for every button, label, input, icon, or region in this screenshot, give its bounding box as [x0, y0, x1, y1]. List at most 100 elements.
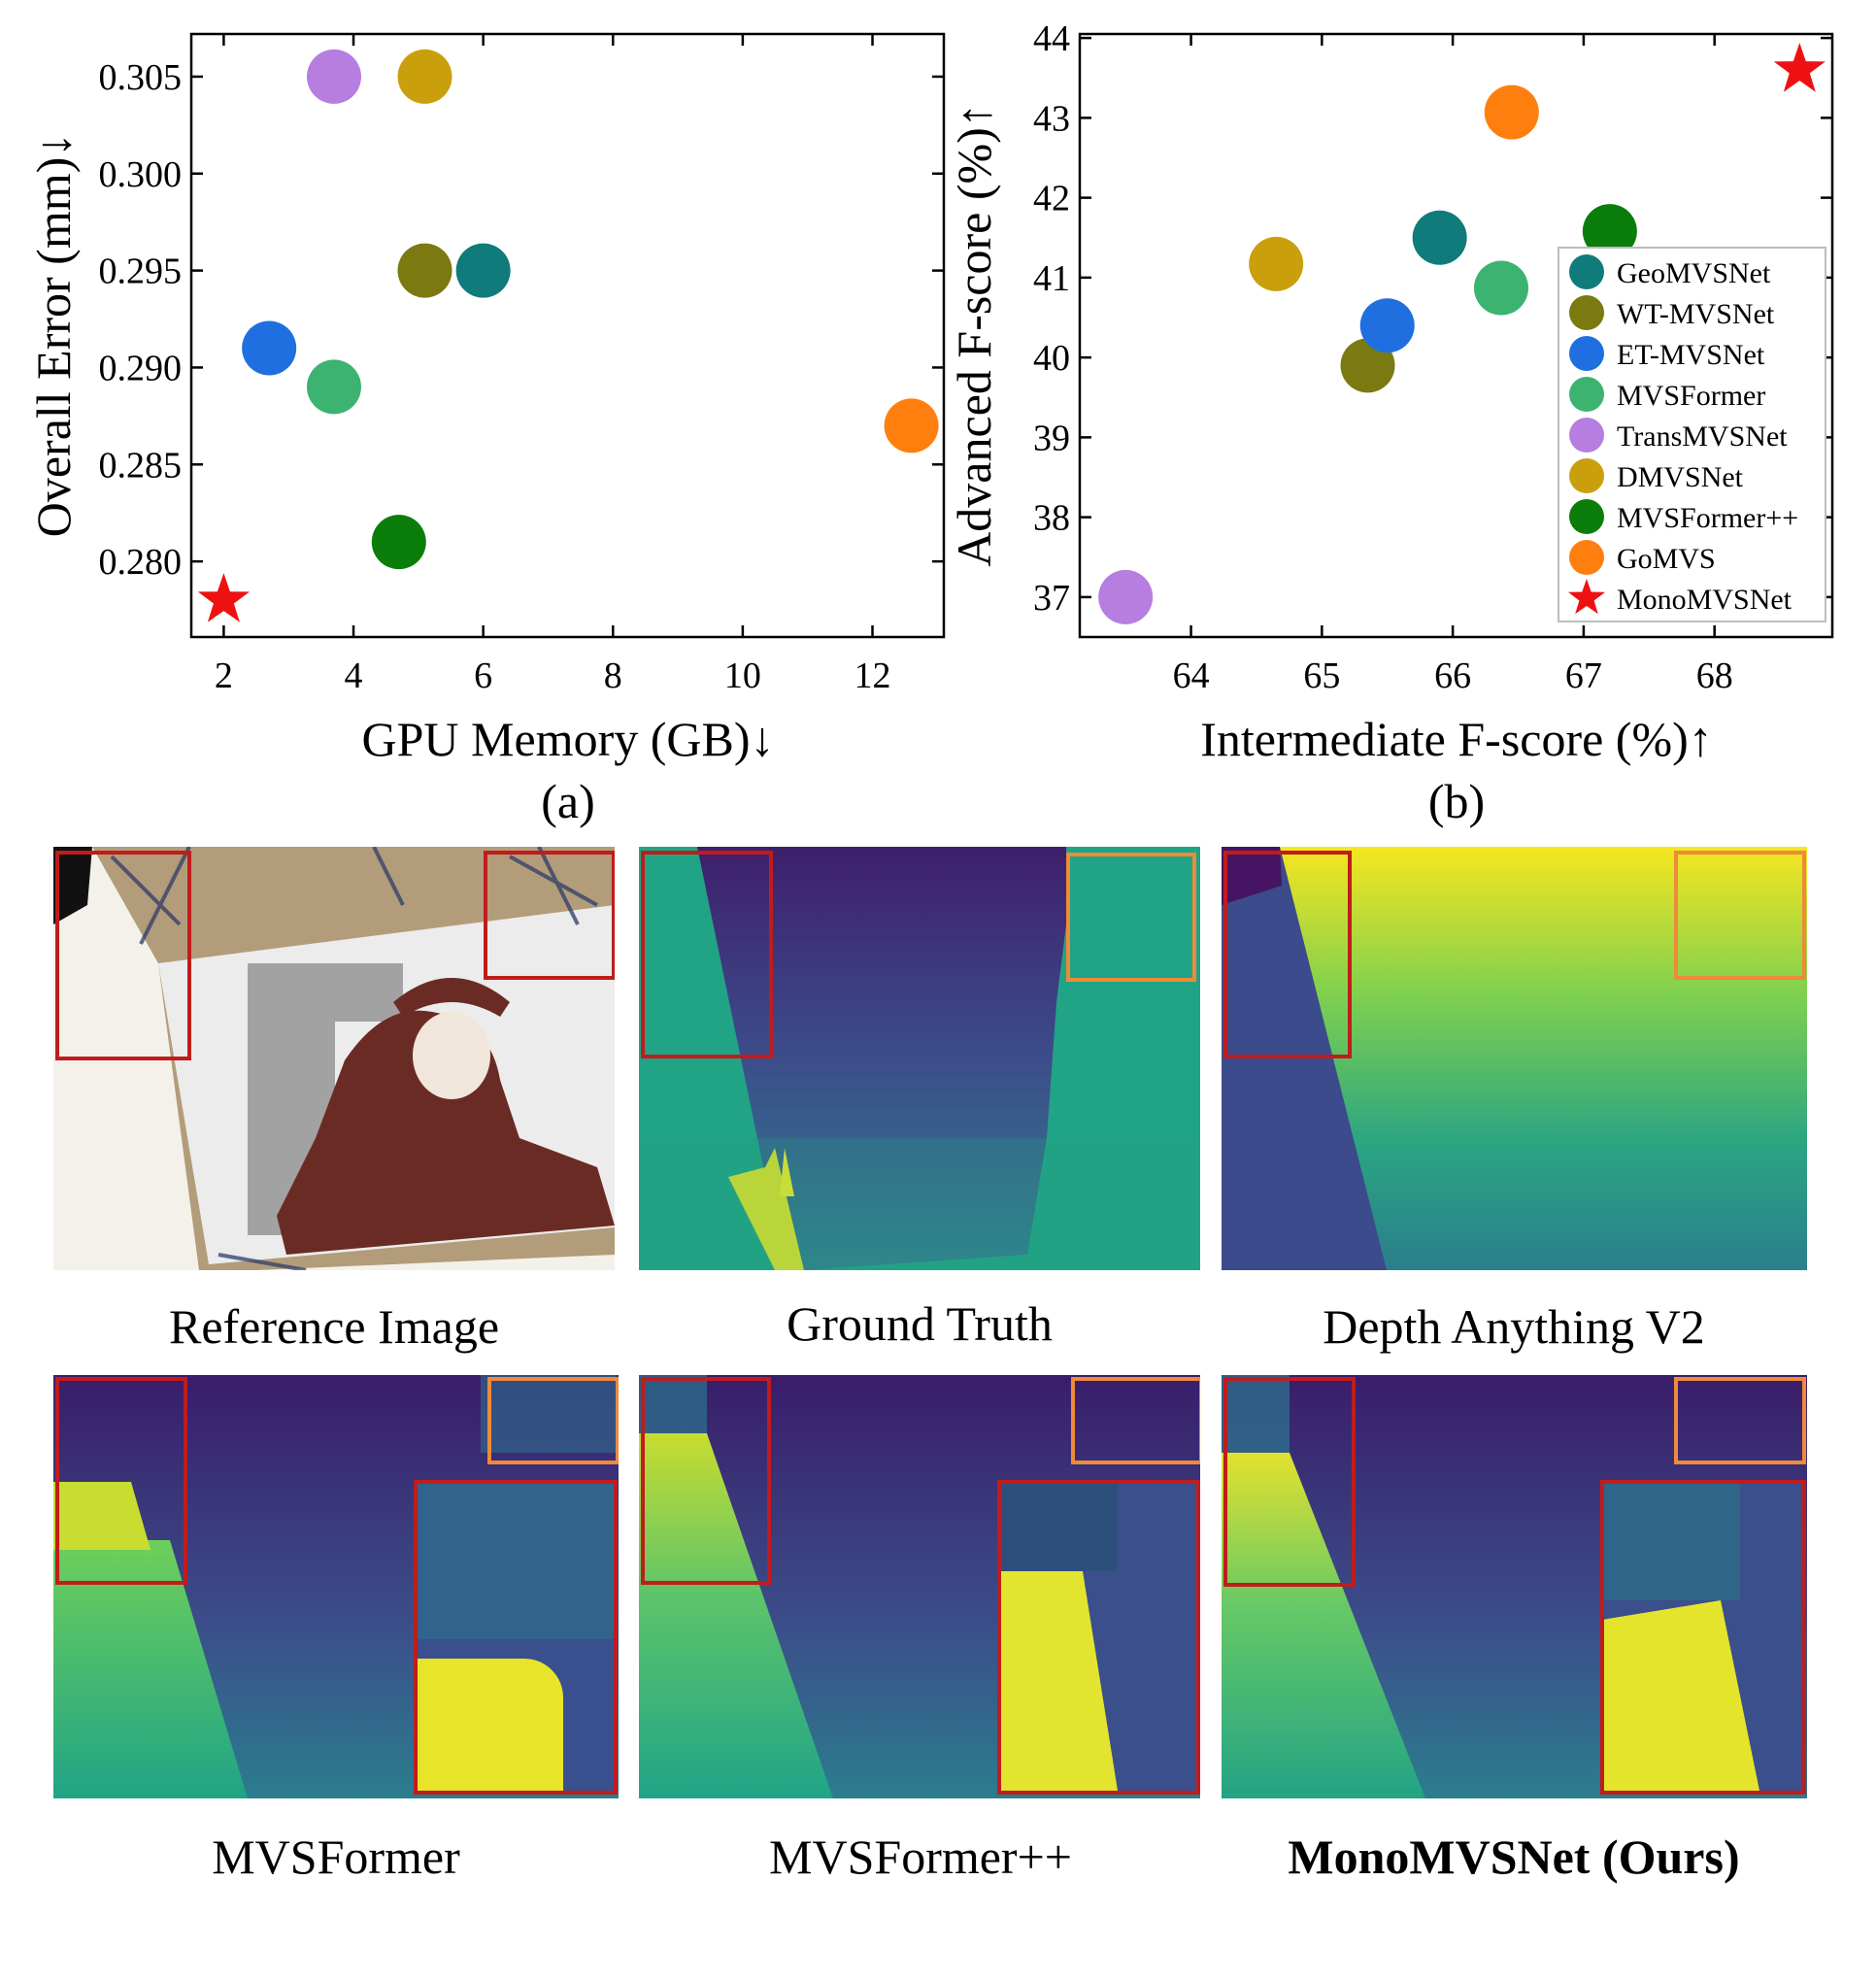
x-tick-label: 66: [1434, 655, 1471, 696]
y-ticks-b: 37 38 39 40 41 42 43 44: [1033, 18, 1832, 619]
point-dmvsnet: [397, 49, 452, 104]
legend-marker-mvsformer: [1569, 377, 1604, 412]
y-tick-label: 39: [1033, 418, 1070, 458]
caption-a: (a): [541, 774, 595, 828]
point-gomvs: [884, 398, 939, 453]
point-geomvsnet: [1412, 210, 1467, 265]
caption-ours: MonoMVSNet (Ours): [1288, 1830, 1740, 1884]
x-tick-label: 65: [1303, 655, 1340, 696]
reference-image: [53, 847, 615, 1270]
legend-marker-mvsformerplusplus: [1569, 499, 1604, 534]
ground-truth-depth: [639, 847, 1200, 1270]
point-gomvs: [1484, 84, 1539, 140]
y-tick-label: 42: [1033, 179, 1070, 219]
legend-marker-et-mvsnet: [1569, 336, 1604, 371]
plot-frame-a: [189, 32, 946, 639]
y-tick-label: 37: [1033, 578, 1070, 619]
zoom-box-left: [55, 1377, 187, 1585]
y-tick-label: 40: [1033, 338, 1070, 379]
zoom-box-left: [55, 851, 191, 1060]
point-monomvsnet-star: [1773, 43, 1826, 92]
caption-depth-anything: Depth Anything V2: [1323, 1299, 1705, 1354]
zoom-inset: [997, 1480, 1200, 1795]
zoom-box-right: [484, 851, 615, 980]
y-tick-label: 0.305: [99, 57, 183, 98]
x-tick-label: 4: [345, 655, 363, 696]
legend-marker-monomvsnet: [1568, 579, 1605, 615]
point-et-mvsnet: [1359, 298, 1415, 353]
legend-label-geomvsnet: GeoMVSNet: [1617, 257, 1771, 289]
point-geomvsnet: [455, 243, 511, 298]
y-tick-label: 0.285: [99, 445, 183, 486]
legend-marker-transmvsnet: [1569, 418, 1604, 453]
legend-marker-gomvs: [1569, 540, 1604, 575]
legend-label-dmvsnet: DMVSNet: [1617, 461, 1744, 493]
caption-mvsformerpp: MVSFormer++: [769, 1830, 1072, 1884]
y-tick-label: 43: [1033, 98, 1070, 139]
caption-ground-truth: Ground Truth: [787, 1296, 1053, 1351]
x-tick-label: 2: [215, 655, 233, 696]
x-ticks-b: 64 65 66 67 68: [1173, 34, 1733, 696]
x-tick-label: 12: [854, 655, 891, 696]
y-axis-label-a: Overall Error (mm)↓: [26, 133, 81, 538]
legend: GeoMVSNet WT-MVSNet ET-MVSNet MVSFormer Tran…: [1558, 247, 1826, 622]
point-et-mvsnet: [242, 320, 297, 376]
zoom-inset: [1600, 1480, 1806, 1795]
y-tick-label: 0.290: [99, 348, 183, 388]
point-mvsformer: [306, 359, 361, 415]
y-tick-label: 0.300: [99, 154, 183, 195]
zoom-box-left: [641, 1377, 771, 1585]
legend-label-monomvsnet: MonoMVSNet: [1617, 584, 1792, 616]
legend-label-et-mvsnet: ET-MVSNet: [1617, 339, 1765, 371]
mvsformerpp-depth: [639, 1375, 1200, 1798]
monomvsnet-depth: [1222, 1375, 1807, 1798]
plot-frame-b: [1078, 32, 1834, 639]
zoom-box-right: [1071, 1377, 1200, 1464]
point-mvsformer: [1474, 260, 1528, 316]
legend-label-wt-mvsnet: WT-MVSNet: [1617, 298, 1775, 330]
legend-label-transmvsnet: TransMVSNet: [1617, 420, 1788, 453]
point-transmvsnet: [1098, 569, 1154, 624]
point-transmvsnet: [306, 49, 361, 104]
y-ticks-a: 0.280 0.285 0.290 0.295 0.300 0.305: [99, 57, 944, 583]
markers-b: [1098, 43, 1826, 624]
legend-marker-dmvsnet: [1569, 458, 1604, 493]
x-tick-label: 64: [1173, 655, 1210, 696]
caption-b: (b): [1428, 774, 1485, 828]
y-tick-label: 0.295: [99, 252, 183, 292]
x-ticks-a: 2 4 6 8 10 12: [215, 34, 891, 696]
point-monomvsnet-star: [197, 573, 250, 622]
x-tick-label: 8: [604, 655, 622, 696]
zoom-inset: [414, 1480, 618, 1795]
legend-marker-wt-mvsnet: [1569, 295, 1604, 330]
zoom-box-right: [1066, 853, 1196, 982]
zoom-box-right: [1674, 1377, 1806, 1464]
legend-label-mvsformerplusplus: MVSFormer++: [1617, 502, 1798, 534]
chart-b: 37 38 39 40 41 42 43 44 64 65 66 67 68 GeoMVSNet WT-…: [947, 18, 1834, 828]
legend-label-mvsformer: MVSFormer: [1617, 380, 1765, 412]
zoom-box-right: [487, 1377, 619, 1464]
y-axis-label-b: Advanced F-score (%)↑: [947, 103, 1001, 567]
mvsformer-depth: [53, 1375, 619, 1798]
x-tick-label: 67: [1565, 655, 1602, 696]
point-dmvsnet: [1249, 236, 1304, 291]
point-mvsformerplusplus: [1582, 204, 1637, 259]
point-wt-mvsnet: [397, 243, 452, 298]
y-tick-label: 41: [1033, 258, 1070, 299]
zoom-box-left: [641, 851, 773, 1058]
caption-reference-image: Reference Image: [168, 1299, 500, 1354]
zoom-box-left: [1223, 851, 1352, 1058]
markers-a: [197, 49, 939, 622]
zoom-box-right: [1674, 851, 1806, 980]
x-tick-label: 10: [724, 655, 761, 696]
x-axis-label-b: Intermediate F-score (%)↑: [1200, 712, 1713, 766]
legend-label-gomvs: GoMVS: [1617, 543, 1716, 575]
caption-mvsformer: MVSFormer: [212, 1830, 460, 1884]
x-axis-label-a: GPU Memory (GB)↓: [362, 712, 775, 766]
zoom-box-left: [1223, 1377, 1356, 1587]
y-tick-label: 44: [1033, 18, 1070, 59]
point-mvsformerplusplus: [371, 515, 426, 570]
depth-anything-depth: [1222, 847, 1807, 1270]
